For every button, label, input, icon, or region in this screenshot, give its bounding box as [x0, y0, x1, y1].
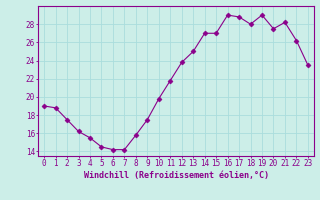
X-axis label: Windchill (Refroidissement éolien,°C): Windchill (Refroidissement éolien,°C)	[84, 171, 268, 180]
